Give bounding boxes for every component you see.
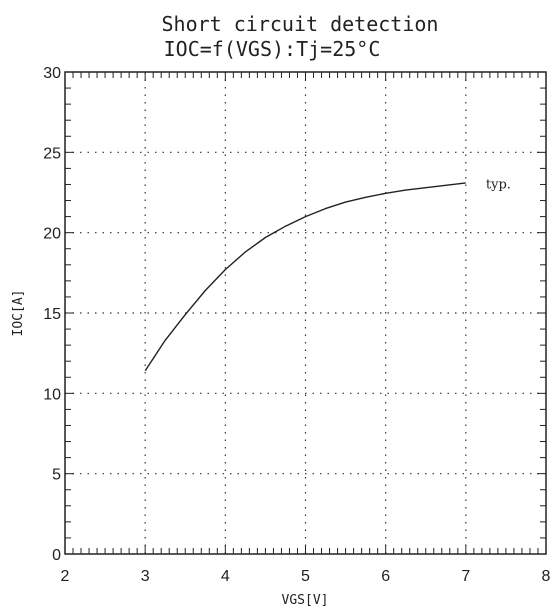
x-tick-label: 7 bbox=[461, 568, 470, 585]
plot-frame bbox=[64, 71, 547, 555]
x-tick-label: 8 bbox=[542, 568, 551, 585]
y-tick-label: 0 bbox=[52, 547, 61, 564]
x-tick-label: 3 bbox=[141, 568, 150, 585]
x-tick-label: 6 bbox=[381, 568, 390, 585]
y-tick-label: 5 bbox=[52, 467, 61, 484]
series-annotation: typ. bbox=[486, 177, 511, 192]
x-tick-label: 5 bbox=[301, 568, 310, 585]
y-axis-label: IOC[A] bbox=[11, 290, 26, 337]
chart-subtitle: IOC=f(VGS):Tj=25°C bbox=[164, 37, 381, 61]
series-line-0 bbox=[144, 182, 466, 372]
y-tick-label: 10 bbox=[43, 386, 61, 403]
y-tick-label: 15 bbox=[43, 306, 61, 323]
x-tick-label: 4 bbox=[221, 568, 230, 585]
y-tick-label: 25 bbox=[43, 145, 61, 162]
y-tick-label: 20 bbox=[43, 226, 61, 243]
chart-title: Short circuit detection bbox=[162, 12, 439, 36]
y-tick-label: 30 bbox=[43, 65, 61, 82]
x-axis-label: VGS[V] bbox=[282, 593, 329, 608]
plot-area: 2 3 4 5 6 7 8 0 5 10 15 20 25 30 typ. bbox=[43, 65, 550, 585]
x-tick-label: 2 bbox=[61, 568, 70, 585]
